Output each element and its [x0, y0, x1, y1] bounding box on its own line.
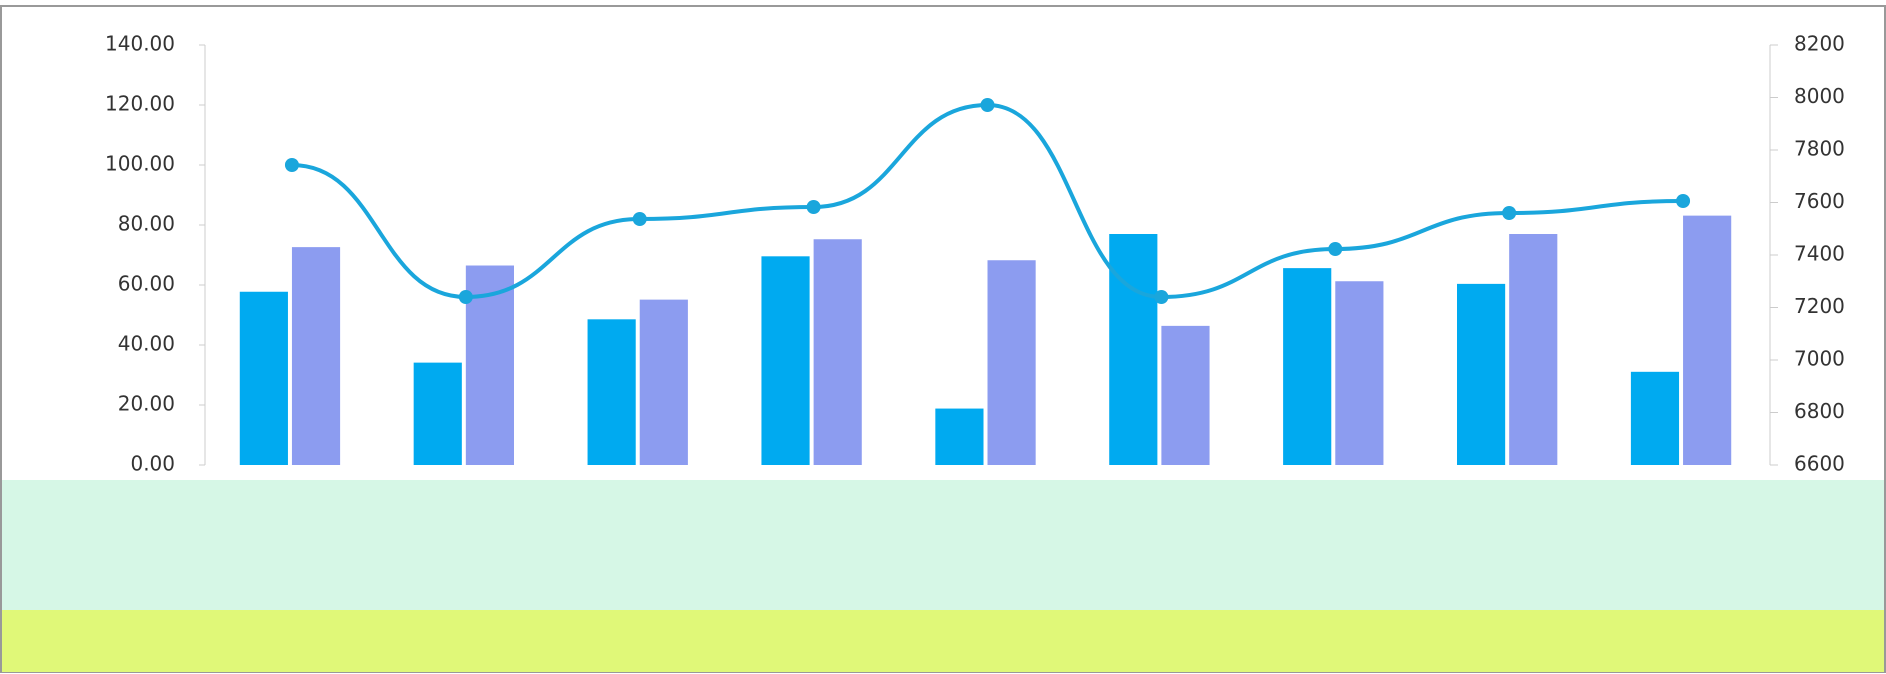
y2-tick-label: 6600 [1794, 452, 1845, 476]
y2-tick-label: 7200 [1794, 294, 1845, 318]
line-point [284, 158, 299, 172]
y-tick-label: 20.00 [118, 392, 175, 416]
line-point [980, 98, 995, 112]
y-tick-label: 80.00 [118, 212, 175, 236]
y-tick-label: 120.00 [105, 92, 175, 116]
y2-tick-label: 6800 [1794, 399, 1845, 423]
bar [291, 247, 341, 465]
y2-tick-label: 7800 [1794, 137, 1845, 161]
line-point [1502, 206, 1517, 220]
bar [1335, 281, 1384, 465]
line-point [1328, 242, 1343, 256]
bar [1630, 371, 1680, 465]
y-tick-label: 60.00 [118, 272, 175, 296]
bar [1457, 283, 1506, 465]
bar [1109, 234, 1158, 465]
bar [639, 299, 688, 465]
bar [1683, 215, 1732, 465]
bar [813, 239, 862, 465]
line-point [806, 200, 821, 214]
y2-tick-label: 7400 [1794, 242, 1845, 266]
y2-tick-label: 8000 [1794, 84, 1845, 108]
line-point [1154, 290, 1169, 304]
bar [587, 319, 636, 465]
y2-tick-label: 8200 [1794, 32, 1845, 56]
line-point [632, 212, 647, 226]
bar [1161, 325, 1210, 465]
bar [239, 291, 288, 465]
y2-tick-label: 7600 [1794, 189, 1845, 213]
bar [761, 256, 810, 465]
y2-tick-label: 7000 [1794, 347, 1845, 371]
bar [935, 408, 984, 465]
footer-band [2, 480, 1884, 610]
line-point [1676, 194, 1691, 208]
y-tick-label: 140.00 [105, 32, 175, 56]
bar [1283, 268, 1332, 465]
bar [1509, 234, 1558, 465]
bar [413, 362, 462, 465]
y-tick-label: 0.00 [130, 452, 175, 476]
bar [987, 260, 1036, 465]
y-tick-label: 40.00 [118, 332, 175, 356]
footer-strip [2, 610, 1884, 672]
line-point [458, 290, 473, 304]
y-tick-label: 100.00 [105, 152, 175, 176]
